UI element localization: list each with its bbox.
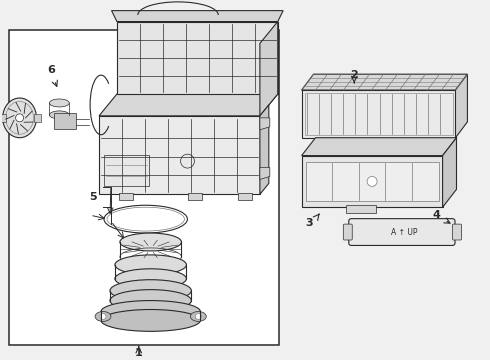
Text: A ↑ UP: A ↑ UP	[391, 228, 417, 237]
Ellipse shape	[115, 255, 186, 275]
Bar	[188, 193, 202, 200]
Bar	[33, 114, 42, 122]
Polygon shape	[99, 116, 260, 194]
Ellipse shape	[110, 290, 192, 311]
Ellipse shape	[191, 311, 206, 321]
Polygon shape	[117, 22, 278, 94]
Text: 1: 1	[135, 348, 143, 358]
Ellipse shape	[115, 269, 186, 289]
Ellipse shape	[110, 280, 192, 302]
Bar	[346, 205, 376, 213]
Bar	[104, 154, 148, 186]
Bar	[305, 93, 453, 135]
Polygon shape	[99, 94, 278, 116]
FancyBboxPatch shape	[343, 224, 352, 240]
Polygon shape	[112, 11, 283, 22]
Bar	[9, 31, 279, 345]
Ellipse shape	[101, 310, 200, 331]
Polygon shape	[260, 167, 270, 179]
Circle shape	[180, 154, 195, 168]
Bar	[306, 162, 439, 201]
Ellipse shape	[95, 311, 111, 321]
Polygon shape	[302, 156, 442, 207]
Polygon shape	[302, 138, 457, 156]
Text: 4: 4	[433, 210, 441, 220]
Bar	[238, 193, 252, 200]
FancyBboxPatch shape	[349, 219, 455, 246]
Ellipse shape	[101, 301, 200, 323]
Text: 5: 5	[89, 192, 97, 202]
Bar	[119, 193, 133, 200]
Text: 2: 2	[350, 70, 358, 80]
Polygon shape	[456, 74, 467, 138]
Text: 3: 3	[306, 218, 313, 228]
Ellipse shape	[49, 99, 69, 107]
Circle shape	[100, 314, 106, 319]
Polygon shape	[260, 105, 269, 194]
Ellipse shape	[120, 233, 181, 251]
Circle shape	[196, 314, 201, 319]
Polygon shape	[302, 74, 467, 90]
Polygon shape	[442, 138, 457, 207]
FancyBboxPatch shape	[453, 224, 462, 240]
Polygon shape	[260, 118, 270, 130]
Polygon shape	[260, 22, 278, 116]
Text: 6: 6	[48, 65, 55, 75]
Bar	[54, 113, 76, 129]
Bar	[0, 114, 6, 122]
Ellipse shape	[49, 111, 69, 119]
Circle shape	[367, 176, 377, 186]
Circle shape	[16, 114, 24, 122]
Ellipse shape	[3, 98, 36, 138]
Polygon shape	[302, 90, 456, 138]
